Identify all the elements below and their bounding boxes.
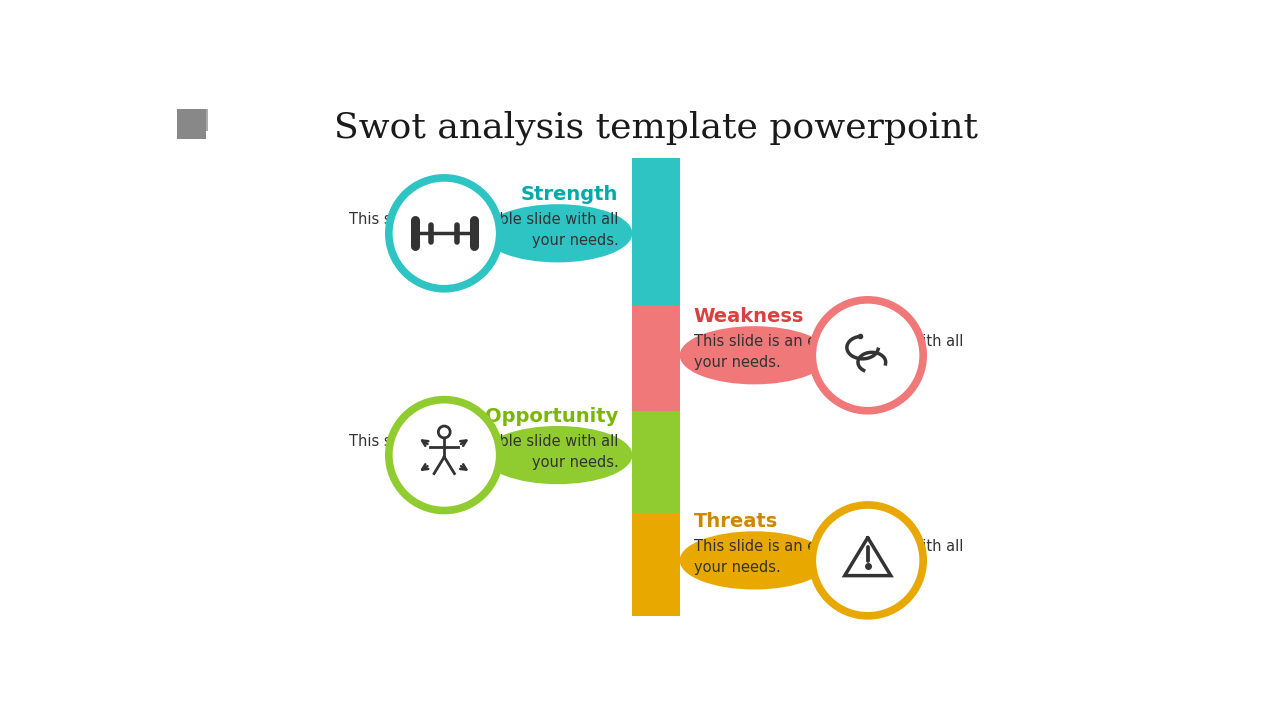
Text: Swot analysis template powerpoint: Swot analysis template powerpoint — [334, 111, 978, 145]
FancyBboxPatch shape — [187, 109, 207, 131]
Circle shape — [813, 505, 923, 616]
Ellipse shape — [483, 204, 632, 262]
FancyBboxPatch shape — [632, 158, 680, 305]
FancyBboxPatch shape — [632, 410, 680, 513]
Text: This slide is an editable slide with all
your needs.: This slide is an editable slide with all… — [349, 433, 618, 469]
Text: Weakness: Weakness — [694, 307, 804, 326]
Text: This slide is an editable slide with all
your needs.: This slide is an editable slide with all… — [694, 539, 963, 575]
Text: Strength: Strength — [521, 185, 618, 204]
Ellipse shape — [483, 426, 632, 484]
Ellipse shape — [680, 531, 829, 590]
FancyBboxPatch shape — [632, 513, 680, 616]
Circle shape — [389, 178, 499, 289]
Text: This slide is an editable slide with all
your needs.: This slide is an editable slide with all… — [694, 334, 963, 370]
FancyBboxPatch shape — [177, 109, 206, 139]
FancyBboxPatch shape — [632, 305, 680, 410]
Circle shape — [389, 400, 499, 510]
Circle shape — [813, 300, 923, 410]
Text: This slide is an editable slide with all
your needs.: This slide is an editable slide with all… — [349, 212, 618, 248]
Text: Opportunity: Opportunity — [485, 407, 618, 426]
Ellipse shape — [680, 326, 829, 384]
Text: Threats: Threats — [694, 512, 778, 531]
